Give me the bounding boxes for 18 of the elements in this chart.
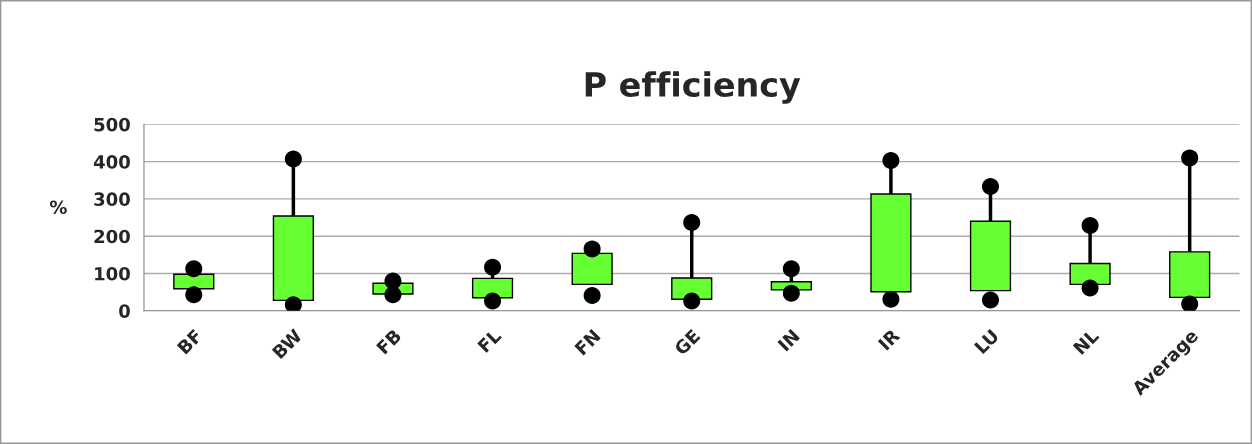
x-tick-label: NL xyxy=(1072,328,1100,355)
x-tick-label: FN xyxy=(574,329,601,356)
x-tick-label: GE xyxy=(673,328,701,356)
y-tick-label: 0 xyxy=(119,304,130,318)
x-tick-label: IR xyxy=(877,328,901,351)
y-tick-label: 200 xyxy=(94,229,130,244)
y-tick-label: 300 xyxy=(94,192,130,207)
chart-title: P efficiency xyxy=(585,71,801,104)
x-tick-label: IN xyxy=(777,329,800,352)
x-tick-label: FL xyxy=(477,328,502,353)
y-tick-label: 400 xyxy=(93,155,130,169)
x-tick-label: BW xyxy=(271,328,303,360)
y-tick-label: 100 xyxy=(95,266,130,281)
x-tick-label: LU xyxy=(974,329,1000,355)
x-tick-label: BF xyxy=(176,328,203,355)
y-axis-title: % xyxy=(49,200,67,215)
y-tick-label: 500 xyxy=(94,117,130,132)
x-tick-label: FB xyxy=(376,328,402,355)
